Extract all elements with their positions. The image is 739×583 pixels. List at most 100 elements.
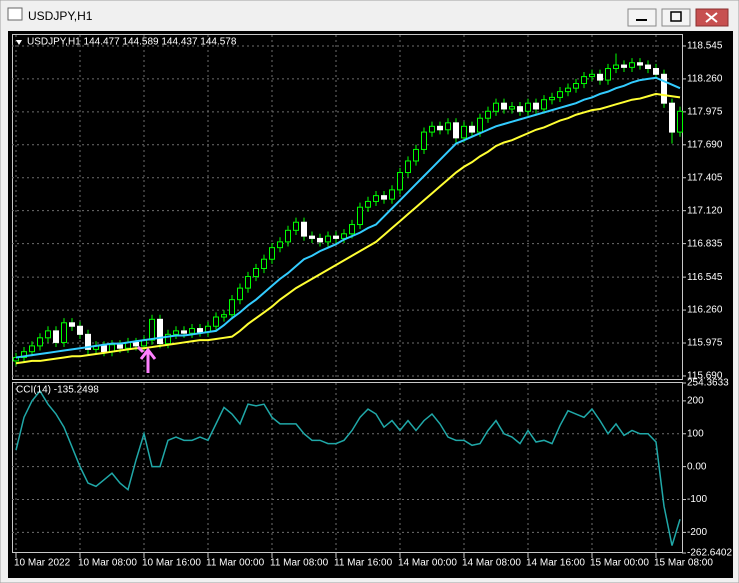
- y-tick-label: 254.3633: [687, 378, 729, 389]
- candle-body: [501, 102, 507, 110]
- y-tick-label: -262.6402: [687, 548, 732, 559]
- candle-body: [333, 235, 339, 239]
- maximize-button[interactable]: [661, 8, 691, 27]
- candle-body: [341, 233, 347, 239]
- candle-body: [413, 148, 419, 162]
- y-tick-label: 117.120: [687, 205, 723, 216]
- candle-body: [69, 322, 75, 327]
- candle-body: [437, 125, 443, 131]
- cci-panel-frame: [12, 382, 683, 553]
- candle-body: [637, 62, 643, 66]
- candle-body: [381, 195, 387, 200]
- candle-body: [365, 200, 371, 208]
- candle-body: [597, 73, 603, 81]
- candle-body: [325, 235, 331, 243]
- candle-body: [461, 125, 467, 139]
- x-tick-label: 15 Mar 08:00: [654, 558, 713, 569]
- candle-body: [469, 125, 475, 133]
- y-tick-label: 117.975: [687, 106, 723, 117]
- x-tick-label: 14 Mar 16:00: [526, 558, 585, 569]
- candle-body: [157, 318, 163, 345]
- minimize-button[interactable]: [627, 8, 657, 27]
- x-tick-label: 14 Mar 00:00: [398, 558, 457, 569]
- candle-body: [573, 83, 579, 89]
- candle-body: [557, 91, 563, 98]
- candle-body: [165, 333, 171, 345]
- y-tick-label: 0.00: [687, 461, 707, 472]
- signal-arrow: [136, 345, 157, 373]
- x-tick-label: 10 Mar 16:00: [142, 558, 201, 569]
- window-title: USDJPY,H1: [28, 9, 93, 23]
- candle-body: [397, 172, 403, 191]
- maximize-icon: [670, 11, 682, 22]
- candle-body: [117, 344, 123, 349]
- candle-body: [405, 160, 411, 174]
- candle-body: [245, 276, 251, 289]
- moving-average: [15, 76, 681, 359]
- y-tick-label: 200: [687, 396, 704, 407]
- candle-body: [421, 131, 427, 150]
- x-tick-label: 10 Mar 08:00: [78, 558, 137, 569]
- candle-body: [581, 76, 587, 85]
- y-tick-label: 116.835: [687, 238, 723, 249]
- candle-body: [237, 287, 243, 301]
- candle-body: [517, 106, 523, 112]
- y-tick-label: 118.545: [687, 41, 723, 52]
- candle-body: [549, 96, 555, 101]
- x-tick-label: 11 Mar 08:00: [270, 558, 329, 569]
- window-buttons[interactable]: [627, 8, 729, 27]
- candle-body: [389, 189, 395, 200]
- y-tick-label: 117.405: [687, 172, 723, 183]
- y-tick-label: 115.975: [687, 338, 723, 349]
- y-tick-label: -100: [687, 494, 707, 505]
- x-tick-label: 15 Mar 00:00: [590, 558, 649, 569]
- candle-body: [669, 102, 675, 133]
- candle-body: [301, 221, 307, 237]
- candle-body: [445, 122, 451, 131]
- chart-background: [8, 31, 733, 578]
- candle-body: [613, 64, 619, 70]
- y-tick-label: 116.260: [687, 305, 723, 316]
- y-tick-label: -200: [687, 527, 707, 538]
- candle-body: [293, 221, 299, 231]
- candle-body: [541, 99, 547, 110]
- x-tick-label: 14 Mar 08:00: [462, 558, 521, 569]
- candle-body: [485, 110, 491, 119]
- y-tick-label: 115.690: [687, 371, 723, 382]
- candle-body: [357, 206, 363, 226]
- candle-body: [221, 314, 227, 318]
- candle-body: [269, 247, 275, 260]
- candle-body: [429, 125, 435, 133]
- candle-body: [309, 235, 315, 239]
- candle-body: [229, 299, 235, 316]
- candle-body: [45, 330, 51, 339]
- candle-body: [173, 330, 179, 335]
- candle-body: [61, 322, 67, 343]
- x-tick-label: 10 Mar 2022: [14, 558, 71, 569]
- candle-body: [85, 333, 91, 350]
- candle-body: [565, 87, 571, 93]
- x-tick-label: 11 Mar 00:00: [206, 558, 265, 569]
- candle-body: [13, 356, 19, 362]
- candle-body: [77, 325, 83, 335]
- candle-body: [661, 73, 667, 104]
- candle-body: [677, 110, 683, 133]
- candle-body: [189, 328, 195, 334]
- window-icon: [7, 7, 23, 21]
- candle-body: [589, 73, 595, 78]
- candle-body: [149, 318, 155, 341]
- candle-body: [53, 330, 59, 343]
- candle-body: [477, 117, 483, 133]
- candle-body: [525, 102, 531, 112]
- plot: 118.545 118.260 117.975 117.690 117.405 117.1…: [12, 35, 732, 569]
- candle-body: [493, 102, 499, 112]
- candle-body: [277, 241, 283, 249]
- candle-body: [621, 64, 627, 68]
- y-tick-label: 116.545: [687, 272, 723, 283]
- title-marker: [16, 40, 22, 45]
- moving-average: [15, 92, 681, 365]
- candle-body: [101, 345, 107, 353]
- candle-body: [21, 351, 27, 358]
